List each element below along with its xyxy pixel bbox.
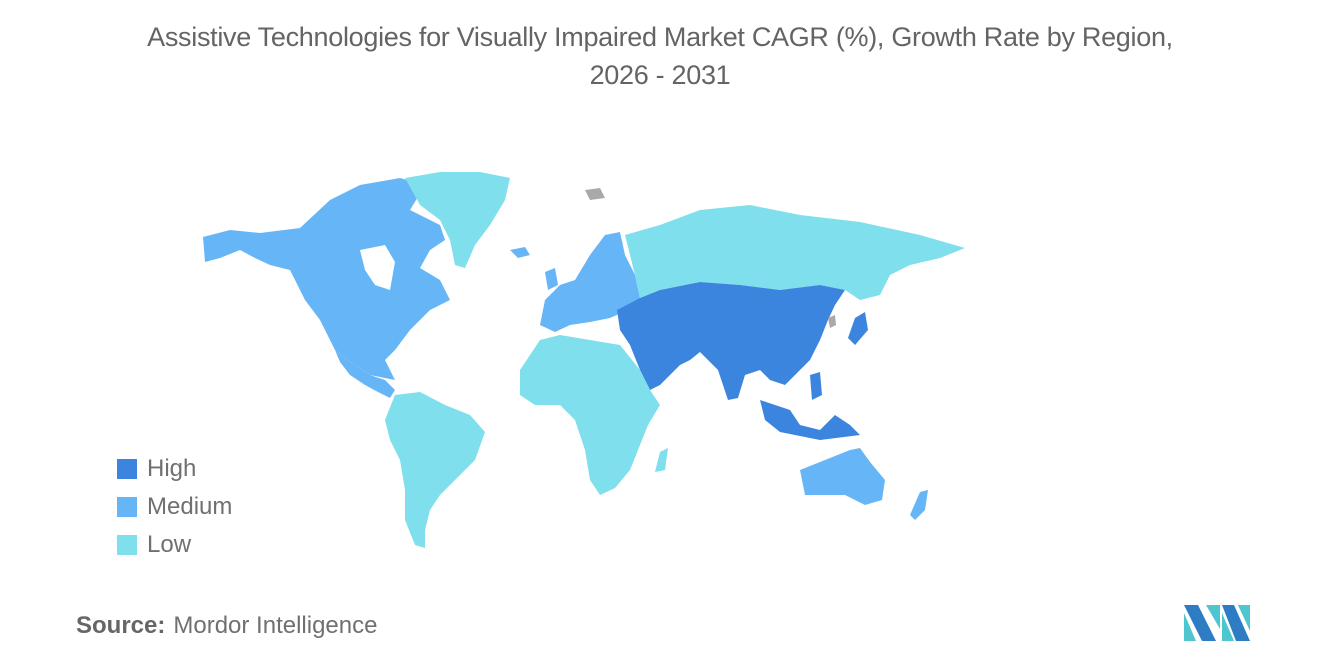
legend-label: Medium	[147, 493, 233, 520]
region-japan	[848, 312, 868, 345]
legend-swatch-high	[117, 459, 137, 479]
region-asia	[617, 282, 845, 400]
region-greenland	[405, 172, 510, 268]
region-central-america	[335, 350, 395, 398]
region-africa	[520, 335, 660, 495]
source-value: Mordor Intelligence	[173, 612, 378, 639]
legend-item-low: Low	[117, 526, 232, 564]
region-philippines	[810, 372, 822, 400]
region-north-korea	[828, 315, 836, 328]
world-map	[203, 172, 965, 548]
mordor-logo-icon	[1184, 605, 1250, 641]
legend-label: Low	[147, 531, 192, 558]
region-australia	[800, 448, 885, 505]
region-uk	[545, 268, 558, 290]
region-russia	[625, 205, 965, 300]
source-note: Source: Mordor Intelligence	[76, 612, 377, 640]
title-line-2: 2026 - 2031	[589, 60, 731, 90]
title-line-1: Assistive Technologies for Visually Impa…	[147, 22, 1173, 52]
region-north-america	[203, 178, 450, 380]
legend-item-high: High	[117, 450, 232, 488]
region-south-america	[385, 392, 485, 548]
region-indonesia	[760, 400, 860, 440]
chart-title: Assistive Technologies for Visually Impa…	[0, 18, 1320, 94]
legend-label: High	[147, 455, 197, 482]
legend: High Medium Low	[117, 450, 232, 564]
legend-item-medium: Medium	[117, 488, 232, 526]
region-iceland	[510, 247, 530, 258]
region-europe	[540, 232, 640, 332]
legend-swatch-low	[117, 535, 137, 555]
region-madagascar	[655, 448, 668, 472]
legend-swatch-medium	[117, 497, 137, 517]
region-new-zealand	[910, 490, 928, 520]
region-svalbard	[585, 188, 605, 200]
source-label: Source:	[76, 612, 166, 639]
